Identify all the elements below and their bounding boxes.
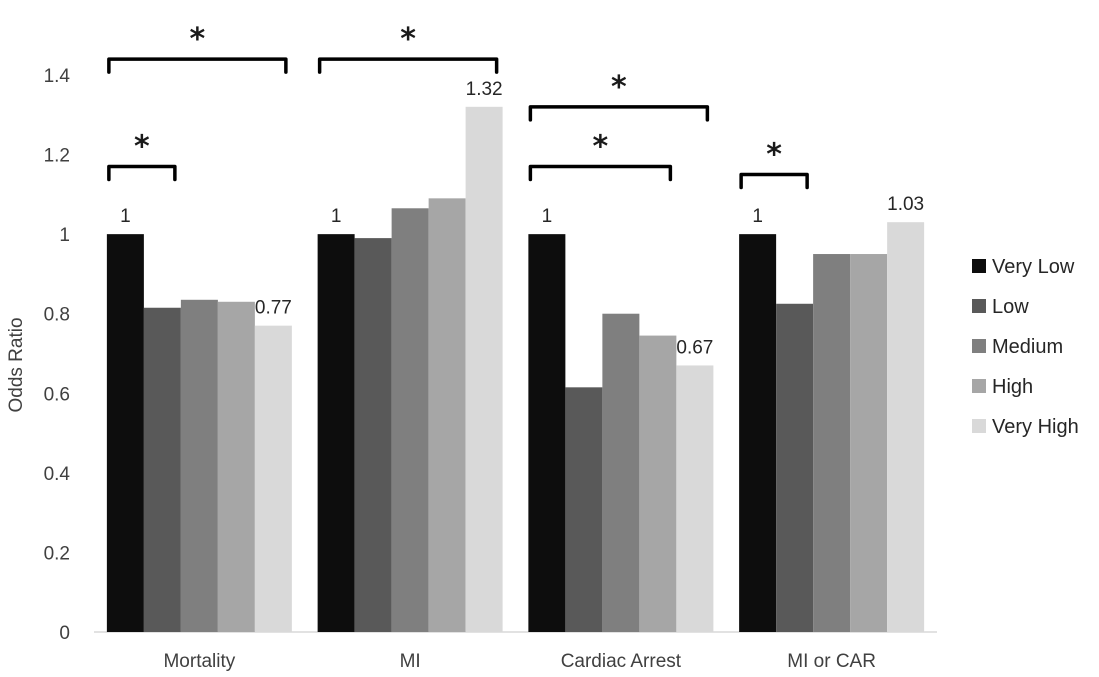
legend-swatch (972, 379, 986, 393)
y-axis: 0 0.2 0.4 0.6 0.8 1 1.2 1.4 (44, 66, 71, 644)
significance-bracket (528, 105, 710, 122)
legend: Very Low Low Medium High Very High (972, 256, 1079, 438)
significance-bracket (739, 172, 809, 190)
significance-bracket (107, 57, 288, 74)
bar (639, 335, 677, 632)
x-tick-label: Mortality (163, 651, 235, 672)
significance-bracket (107, 164, 177, 182)
significance-annotations: ***** * (107, 22, 809, 190)
bar (602, 313, 640, 632)
bar (776, 303, 814, 632)
bar (465, 106, 503, 633)
legend-label: Medium (992, 336, 1063, 358)
bar (428, 198, 466, 633)
significance-bracket (317, 57, 499, 74)
legend-label: Low (992, 296, 1029, 318)
data-label: 1 (752, 206, 763, 227)
y-tick-label: 1.4 (44, 66, 71, 87)
legend-label: High (992, 376, 1033, 398)
bar (528, 234, 566, 632)
data-label: 0.77 (255, 298, 292, 319)
bar (739, 234, 777, 632)
bar (217, 301, 255, 632)
bar (317, 234, 355, 632)
significance-star: * (400, 22, 416, 57)
x-tick-label: MI (400, 651, 421, 672)
bar (676, 365, 714, 632)
data-label: 1.03 (887, 194, 924, 215)
data-label: 0.67 (676, 337, 713, 358)
bar (391, 208, 429, 632)
bars (106, 106, 925, 633)
bar (254, 325, 292, 632)
legend-swatch (972, 299, 986, 313)
y-tick-label: 0.4 (44, 464, 71, 485)
y-axis-title: Odds Ratio (6, 317, 27, 412)
x-tick-label: Cardiac Arrest (561, 651, 682, 672)
bar (354, 238, 392, 632)
legend-swatch (972, 259, 986, 273)
bar (887, 222, 925, 632)
legend-label: Very High (992, 416, 1079, 438)
data-labels: 1 0.77 1 1.32 1 0.67 1 1.03 (120, 79, 924, 359)
legend-swatch (972, 419, 986, 433)
bar (143, 307, 181, 632)
significance-star: * (611, 70, 627, 105)
bar (813, 254, 851, 633)
y-tick-label: 1 (59, 225, 70, 246)
legend-swatch (972, 339, 986, 353)
significance-star: * (190, 22, 206, 57)
y-tick-label: 0.2 (44, 543, 70, 564)
data-label: 1.32 (466, 79, 503, 100)
data-label: 1 (120, 206, 131, 227)
data-label: 1 (542, 206, 553, 227)
y-tick-label: 0.6 (44, 384, 70, 405)
bar (180, 299, 218, 632)
significance-star: * (766, 137, 782, 172)
bar (850, 254, 888, 633)
x-tick-label: MI or CAR (787, 651, 876, 672)
bar (565, 387, 603, 632)
data-label: 1 (331, 206, 342, 227)
y-tick-label: 0 (59, 623, 70, 644)
legend-label: Very Low (992, 256, 1075, 278)
y-tick-label: 0.8 (44, 305, 70, 326)
bar (106, 234, 144, 632)
x-axis: Mortality MI Cardiac Arrest MI or CAR (94, 631, 937, 672)
significance-star: * (134, 130, 150, 165)
y-tick-label: 1.2 (44, 146, 70, 167)
significance-bracket (528, 164, 673, 182)
significance-star: * (593, 130, 609, 165)
